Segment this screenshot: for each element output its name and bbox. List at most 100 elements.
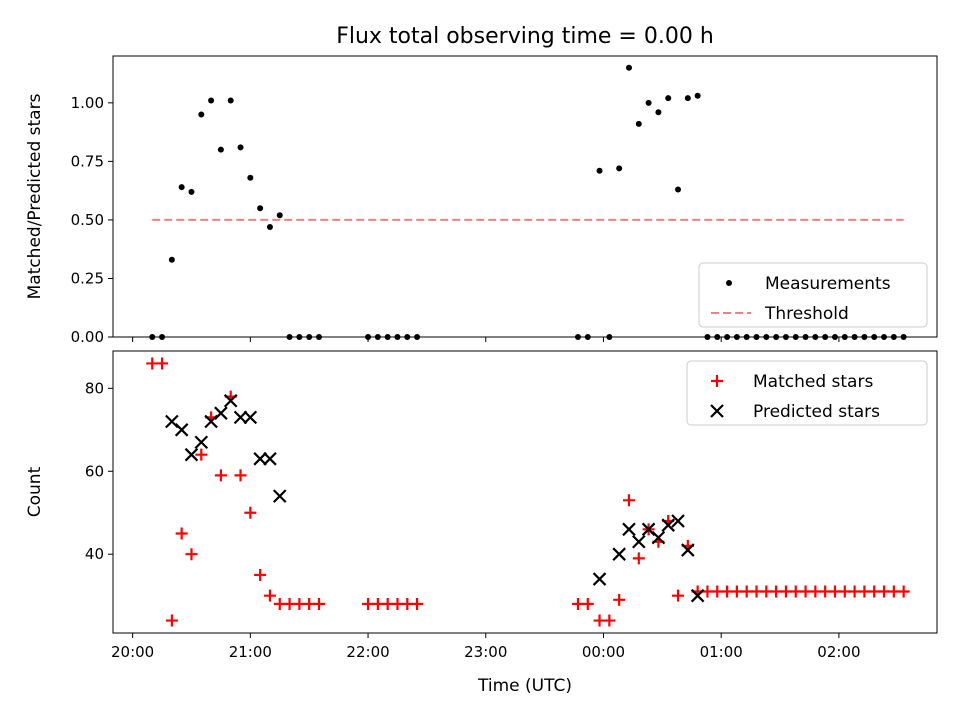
measurement-point [684, 95, 691, 102]
predicted-star-marker [671, 514, 685, 528]
predicted-star-marker [223, 393, 238, 408]
measurement-point [266, 223, 273, 230]
series-plus [146, 357, 910, 627]
measurement-point [374, 334, 381, 340]
matched-star-marker [214, 469, 227, 482]
predicted-star-marker [272, 489, 287, 503]
measurement-point [733, 334, 740, 340]
measurement-point [861, 334, 868, 340]
measurement-point [384, 334, 391, 340]
measurement-point [198, 111, 205, 118]
measurement-point [782, 334, 789, 340]
measurement-point [831, 334, 838, 340]
matched-star-marker [195, 448, 208, 461]
measurement-point [881, 334, 888, 340]
measurement-point [208, 97, 215, 104]
measurement-point [237, 144, 244, 151]
predicted-star-marker [681, 543, 695, 557]
matched-star-marker [672, 589, 685, 602]
measurement-point [574, 334, 581, 340]
measurement-point [404, 334, 411, 340]
measurement-point [394, 334, 401, 340]
measurement-point [616, 165, 623, 172]
matched-star-marker [175, 527, 188, 540]
measurement-point [296, 334, 303, 340]
predicted-star-marker [253, 452, 267, 466]
measurement-point [812, 334, 819, 340]
matched-star-marker [613, 593, 626, 606]
y-tick-label: 40 [85, 545, 104, 563]
measurement-point [635, 120, 642, 127]
y-tick-label: 80 [85, 379, 104, 397]
measurement-point [227, 97, 234, 104]
legend: Measurements Threshold [698, 262, 928, 328]
measurement-point [802, 334, 809, 340]
predicted-star-marker [214, 406, 228, 420]
y-tick-label: 0.25 [71, 269, 104, 287]
legend-box [698, 262, 928, 328]
measurement-point [694, 92, 701, 99]
measurement-point [188, 188, 195, 195]
predicted-star-marker [243, 410, 258, 425]
measurement-point [168, 256, 175, 263]
series-points [149, 64, 907, 340]
measurement-point [665, 95, 672, 102]
measurement-point [714, 334, 721, 340]
measurement-point [257, 205, 264, 212]
measurement-point [822, 334, 829, 340]
predicted-star-marker [233, 410, 248, 425]
bottom-panel: 20:00 21:00 22:00 23:00 00:00 01:00 02:00 40 60 8… [25, 350, 938, 696]
matched-star-marker [165, 614, 178, 627]
measurement-point [178, 184, 185, 191]
y-axis-label: Count [25, 466, 45, 517]
legend-label: Predicted stars [753, 402, 880, 422]
measurement-point [841, 334, 848, 340]
measurement-point [724, 334, 731, 340]
matched-star-marker [622, 494, 635, 507]
predicted-star-marker [263, 452, 277, 466]
predicted-star-marker [632, 534, 646, 549]
measurement-point [306, 334, 313, 340]
predicted-star-marker [592, 572, 607, 586]
predicted-star-marker [174, 423, 189, 437]
matched-star-marker [313, 597, 325, 610]
measurement-point [792, 334, 799, 340]
matched-star-marker [603, 614, 616, 627]
y-tick-label: 0.00 [71, 328, 104, 346]
x-tick-label: 20:00 [111, 643, 154, 661]
matched-star-marker [234, 469, 247, 482]
predicted-star-marker [622, 522, 636, 537]
matched-star-marker [185, 548, 198, 561]
legend: Matched stars Predicted stars [686, 360, 928, 426]
y-tick-label: 0.75 [71, 152, 104, 170]
measurement-point [316, 334, 322, 340]
measurement-point [900, 334, 907, 340]
predicted-star-marker [612, 547, 626, 561]
legend-label: Threshold [764, 304, 849, 324]
series-cross [165, 393, 705, 603]
measurement-point [704, 334, 711, 340]
measurement-point [890, 334, 897, 340]
measurement-point [414, 334, 421, 340]
x-tick-label: 22:00 [346, 643, 389, 661]
x-tick-label: 02:00 [817, 643, 860, 661]
y-axis-label: Matched/Predicted stars [25, 93, 45, 299]
measurement-point [217, 146, 224, 153]
predicted-star-marker [651, 530, 666, 545]
measurement-point [286, 334, 293, 340]
predicted-star-marker [661, 518, 675, 532]
measurement-point [743, 334, 750, 340]
legend-label: Matched stars [753, 372, 873, 392]
y-tick-label: 1.00 [71, 94, 104, 112]
measurement-point [596, 167, 603, 174]
y-tick-label: 0.50 [71, 211, 104, 229]
measurement-point [584, 334, 591, 340]
predicted-star-marker [690, 588, 705, 603]
measurement-point [365, 334, 372, 340]
top-panel: 0.00 0.25 0.50 0.75 1.00 Flux total observing… [25, 24, 938, 346]
x-axis-label: Time (UTC) [477, 676, 572, 696]
measurement-point [773, 334, 780, 340]
x-tick-label: 01:00 [700, 643, 743, 661]
measurement-point [159, 334, 166, 340]
